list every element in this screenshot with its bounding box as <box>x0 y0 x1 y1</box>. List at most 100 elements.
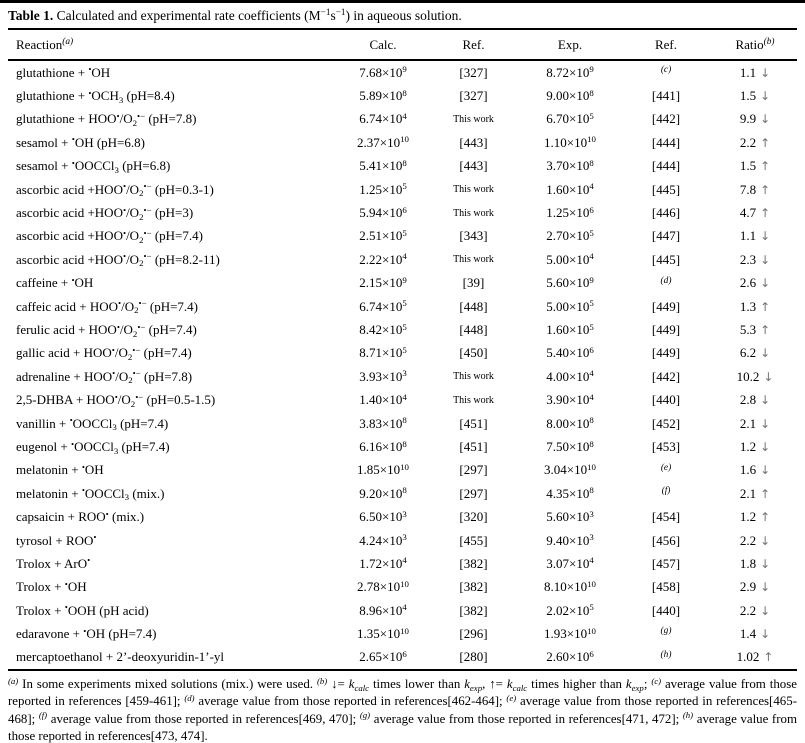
exp-value-cell: 5.40×106 <box>546 344 594 361</box>
exp-ref-cell: [456] <box>651 532 681 548</box>
ratio-arrow-icon: ↓ <box>760 603 771 618</box>
ratio-value: 2.2 <box>739 532 757 548</box>
exp-ref-cell: [449] <box>651 321 681 337</box>
calc-value-cell: 1.40×104 <box>359 391 407 408</box>
ratio-value: 1.5 <box>739 88 757 104</box>
column-header-ref-exp: Ref. <box>619 29 713 61</box>
calc-ref-cell: [297] <box>459 485 488 501</box>
exp-value-cell: 3.04×1010 <box>544 461 596 478</box>
ratio-value: 2.1 <box>739 415 757 431</box>
calc-ref-cell: This work <box>453 371 494 383</box>
reaction-cell: glutathione + •OCH3 (pH=8.4) <box>16 87 175 105</box>
exp-ref-cell: [458] <box>651 579 681 595</box>
exp-ref-cell: [444] <box>651 158 681 174</box>
table-row: glutathione + •OH 7.68×109 [327] 8.72×10… <box>8 60 797 84</box>
exp-ref-cell: [445] <box>651 181 681 197</box>
ratio-value: 1.2 <box>739 438 757 454</box>
ratio-value: 1.8 <box>739 555 757 571</box>
calc-ref-cell: [296] <box>459 626 488 642</box>
ratio-cell: 1.1 ↓ <box>713 225 797 248</box>
exp-ref-cell: [454] <box>651 509 681 525</box>
ratio-arrow-icon: ↓ <box>760 556 771 571</box>
exp-value-cell: 3.70×108 <box>546 157 594 174</box>
exp-value-cell: 8.72×109 <box>546 64 594 80</box>
ratio-arrow-icon: ↑ <box>760 322 771 337</box>
calc-ref-cell: [382] <box>459 602 488 618</box>
ratio-value: 10.2 <box>736 368 760 384</box>
table-body: glutathione + •OH 7.68×109 [327] 8.72×10… <box>8 60 797 670</box>
ratio-cell: 2.2 ↑ <box>713 131 797 154</box>
exp-ref-cell: [444] <box>651 134 681 150</box>
reaction-cell: Trolox + ArO• <box>16 555 91 571</box>
ratio-cell: 1.2 ↑ <box>713 505 797 528</box>
ratio-value: 5.3 <box>739 321 757 337</box>
calc-value-cell: 5.89×108 <box>359 87 407 104</box>
ratio-arrow-icon: ↓ <box>760 229 771 244</box>
calc-value-cell: 1.25×105 <box>359 181 407 197</box>
table-row: glutathione + •OCH3 (pH=8.4) 5.89×108 [3… <box>8 84 797 107</box>
table-row: gallic acid + HOO•/O2•− (pH=7.4) 8.71×10… <box>8 342 797 365</box>
ratio-cell: 1.6 ↓ <box>713 459 797 482</box>
column-header-ratio: Ratio(b) <box>713 29 797 61</box>
table-row: tyrosol + ROO• 4.24×103 [455] 9.40×103 [… <box>8 529 797 552</box>
table-footnotes: (a) In some experiments mixed solutions … <box>8 675 797 743</box>
ratio-cell: 2.1 ↑ <box>713 482 797 505</box>
calc-value-cell: 2.65×106 <box>359 649 407 665</box>
ratio-arrow-icon: ↑ <box>760 182 771 197</box>
calc-ref-cell: This work <box>453 254 494 266</box>
exp-ref-cell: [452] <box>651 415 681 431</box>
ratio-value: 2.2 <box>739 602 757 618</box>
exp-ref-cell: (c) <box>660 65 672 76</box>
calc-value-cell: 2.51×105 <box>359 228 407 244</box>
ratio-value: 1.02 <box>736 649 760 665</box>
exp-value-cell: 2.60×106 <box>546 649 594 665</box>
reaction-cell: melatonin + •OH <box>16 461 104 478</box>
table-caption: Table 1. Calculated and experimental rat… <box>8 6 797 25</box>
exp-value-cell: 3.07×104 <box>546 555 594 571</box>
calc-value-cell: 2.37×1010 <box>357 134 409 150</box>
calc-ref-cell: This work <box>453 184 494 196</box>
ratio-cell: 10.2 ↓ <box>713 365 797 388</box>
exp-value-cell: 2.70×105 <box>546 228 594 244</box>
calc-value-cell: 5.94×106 <box>359 204 407 221</box>
ratio-value: 7.8 <box>739 181 757 197</box>
table-row: ascorbic acid +HOO•/O2•− (pH=3) 5.94×106… <box>8 201 797 224</box>
exp-value-cell: 6.70×105 <box>546 111 594 127</box>
exp-ref-cell: [457] <box>651 555 681 571</box>
reaction-cell: ferulic acid + HOO•/O2•− (pH=7.4) <box>16 321 197 339</box>
ratio-cell: 9.9 ↓ <box>713 108 797 131</box>
ratio-arrow-icon: ↓ <box>760 416 771 431</box>
reaction-cell: sesamol + •OOCCl3 (pH=6.8) <box>16 157 171 175</box>
calc-ref-cell: [450] <box>459 345 488 361</box>
calc-ref-cell: [327] <box>459 88 488 104</box>
calc-value-cell: 3.93×103 <box>359 368 407 384</box>
table-row: Trolox + •OOH (pH acid) 8.96×104 [382] 2… <box>8 599 797 622</box>
reaction-cell: caffeine + •OH <box>16 274 94 291</box>
calc-value-cell: 8.42×105 <box>359 321 407 337</box>
calc-value-cell: 2.22×104 <box>359 251 407 267</box>
reaction-cell: melatonin + •OOCCl3 (mix.) <box>16 485 165 503</box>
exp-ref-cell: (h) <box>660 649 672 660</box>
reaction-cell: adrenaline + HOO•/O2•− (pH=7.8) <box>16 368 193 386</box>
ratio-arrow-icon: ↑ <box>760 159 771 174</box>
table-row: eugenol + •OOCCl3 (pH=7.4) 6.16×108 [451… <box>8 435 797 458</box>
ratio-cell: 1.3 ↑ <box>713 295 797 318</box>
exp-ref-cell: (d) <box>660 275 672 286</box>
table-row: glutathione + HOO•/O2•− (pH=7.8) 6.74×10… <box>8 108 797 131</box>
ratio-arrow-icon: ↑ <box>760 299 771 314</box>
table-row: Trolox + ArO• 1.72×104 [382] 3.07×104 [4… <box>8 552 797 575</box>
column-header-exp: Exp. <box>521 29 619 61</box>
calc-ref-cell: [297] <box>459 462 488 478</box>
ratio-value: 2.3 <box>739 251 757 267</box>
ratio-arrow-icon: ↑ <box>760 486 771 501</box>
calc-ref-cell: [448] <box>459 298 488 314</box>
exp-value-cell: 4.00×104 <box>546 368 594 384</box>
ratio-cell: 2.3 ↓ <box>713 248 797 271</box>
ratio-arrow-icon: ↓ <box>763 369 774 384</box>
exp-ref-cell: [441] <box>651 88 681 104</box>
rate-coefficients-table: Reaction(a) Calc. Ref. Exp. Ref. Ratio(b… <box>8 28 797 672</box>
exp-value-cell: 1.60×104 <box>546 181 594 197</box>
reaction-cell: gallic acid + HOO•/O2•− (pH=7.4) <box>16 344 192 363</box>
ratio-arrow-icon: ↓ <box>760 65 771 80</box>
